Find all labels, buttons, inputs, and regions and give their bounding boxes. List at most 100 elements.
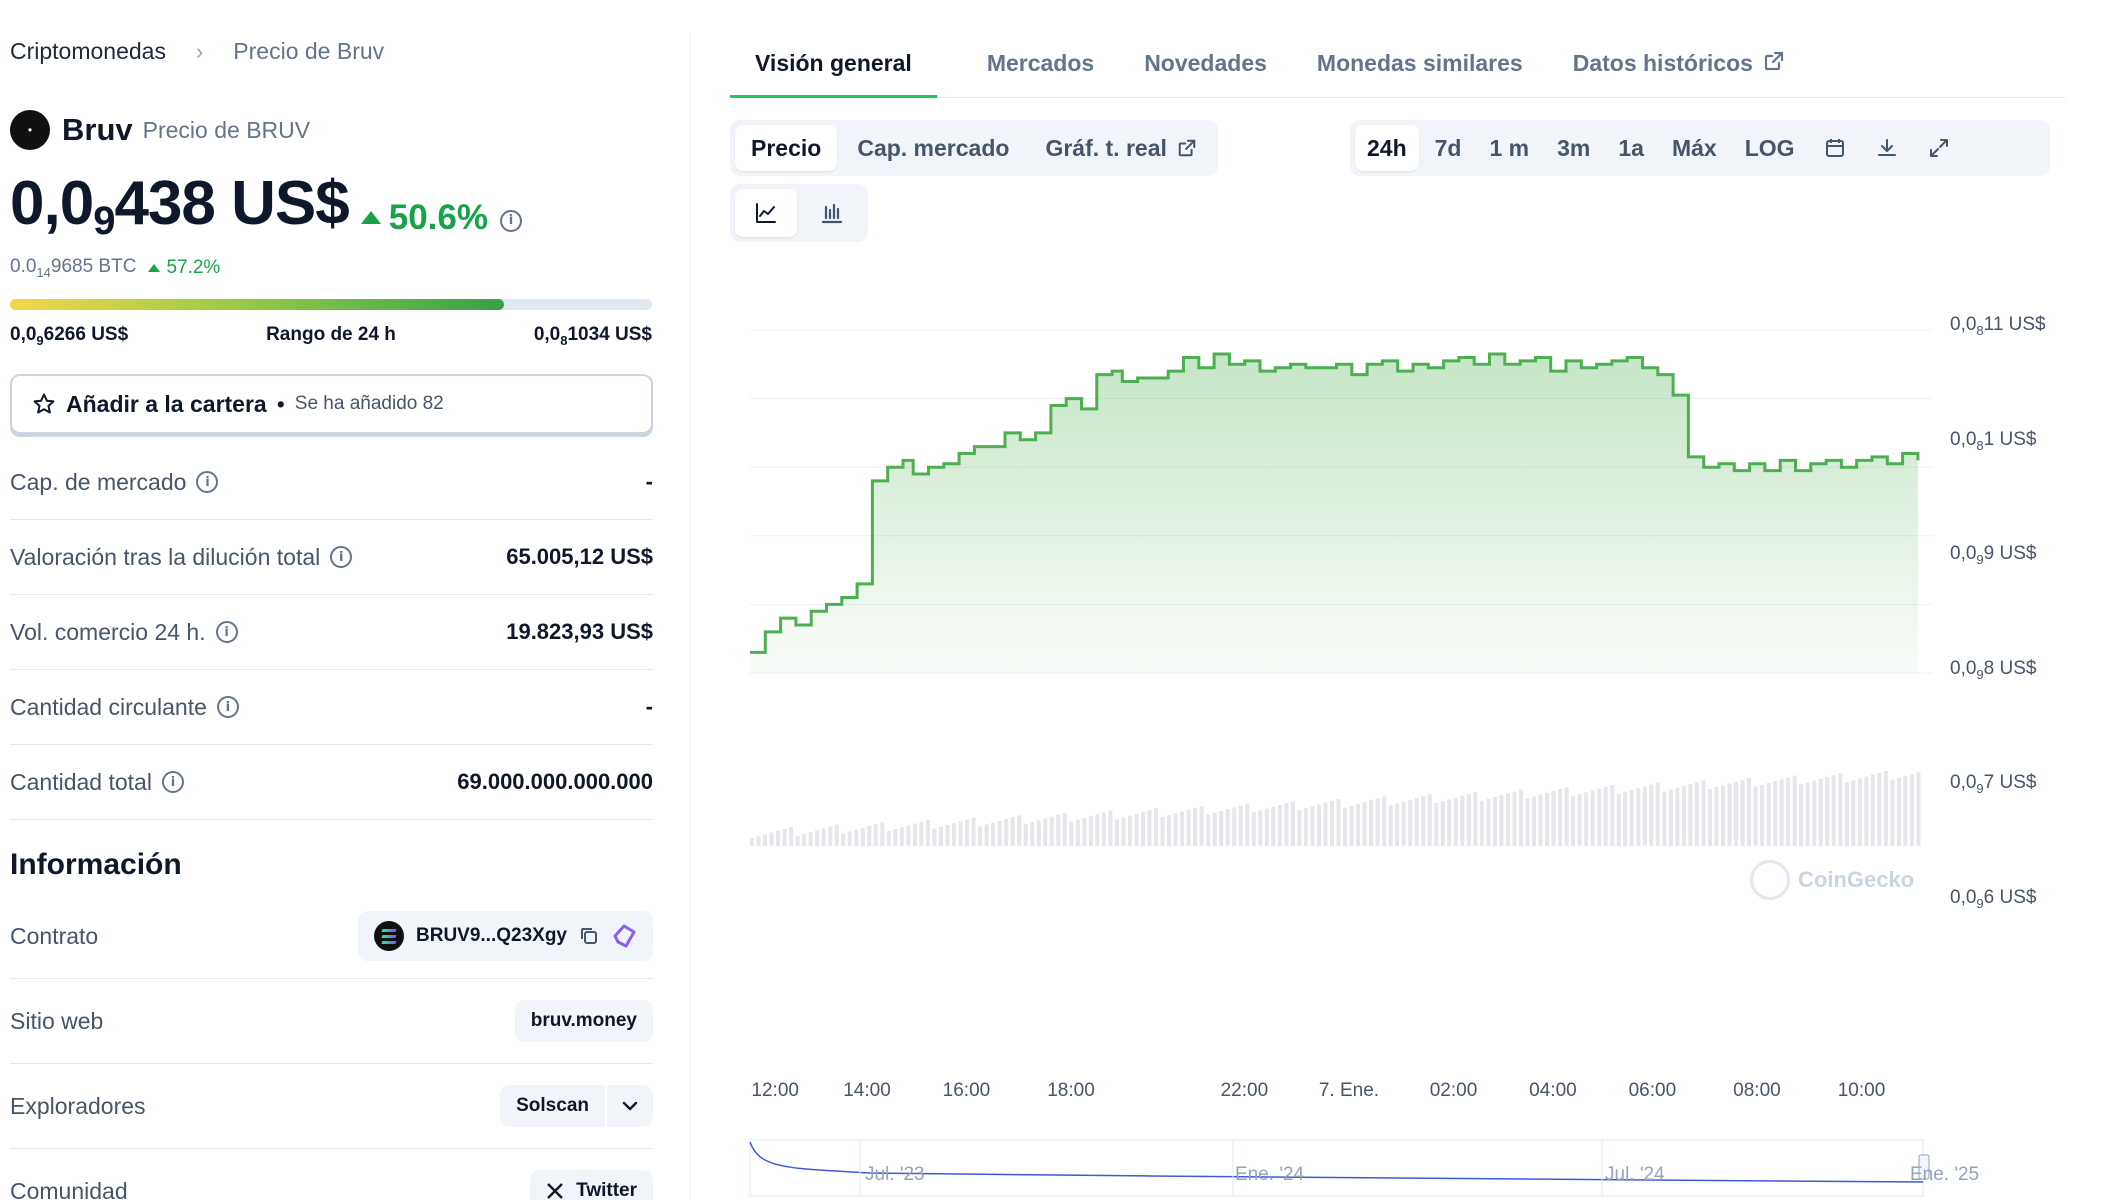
range-24h[interactable]: 24h — [1355, 125, 1419, 171]
volume-bar — [1577, 794, 1582, 846]
triangle-up-icon — [360, 211, 381, 224]
tab-overview[interactable]: Visión general — [730, 50, 937, 98]
navigator-box[interactable] — [749, 1139, 1924, 1197]
volume-bar — [1206, 814, 1211, 846]
volume-bar — [1610, 785, 1615, 846]
range-1y[interactable]: 1a — [1618, 134, 1644, 161]
volume-bar — [1114, 819, 1119, 846]
y-tick-label: 0,099 US$ — [1950, 543, 2037, 567]
candlestick-icon[interactable] — [801, 189, 863, 237]
volume-bar — [1734, 781, 1739, 846]
contract-chip[interactable]: BRUV9...Q23Xgy — [358, 911, 653, 961]
navigator-tick-label: Ene. '25 — [1910, 1164, 1980, 1185]
chevron-down-icon[interactable] — [607, 1085, 653, 1127]
tab-markets[interactable]: Mercados — [986, 50, 1095, 76]
volume-bar — [1030, 822, 1035, 846]
volume-bar — [1277, 805, 1282, 846]
volume-bar — [880, 822, 885, 846]
tab-news[interactable]: Novedades — [1144, 50, 1267, 76]
range-7d[interactable]: 7d — [1434, 134, 1462, 161]
volume-bar — [1479, 800, 1484, 846]
volume-bar — [1088, 816, 1093, 846]
volume-bar — [1323, 802, 1328, 846]
coingecko-watermark: CoinGecko — [1750, 860, 1914, 900]
volume-bar — [1492, 797, 1497, 846]
wallet-icon[interactable] — [611, 923, 637, 949]
volume-bar — [1805, 782, 1810, 846]
website-link[interactable]: bruv.money — [514, 1000, 653, 1042]
x-logo-icon — [547, 1183, 563, 1199]
mode-price[interactable]: Precio — [735, 125, 838, 171]
btc-price-row: 0.0149685 BTC 57.2% — [10, 256, 220, 280]
info-row-website: Sitio web bruv.money — [10, 979, 653, 1064]
expand-icon[interactable] — [1915, 125, 1963, 171]
volume-bar — [1401, 801, 1406, 846]
btc-change: 57.2% — [148, 257, 220, 279]
range-toggle: 24h 7d 1 m 3m 1a Máx LOG — [1350, 120, 2050, 176]
calendar-icon[interactable] — [1811, 125, 1859, 171]
price-chart[interactable]: 0,0811 US$ 0,081 US$ 0,099 US$ 0,098 US$… — [740, 300, 2060, 1200]
info-icon[interactable]: i — [215, 621, 238, 643]
range-1m[interactable]: 1 m — [1489, 134, 1530, 161]
mode-market-cap[interactable]: Cap. mercado — [857, 134, 1010, 161]
volume-bar — [1812, 780, 1817, 846]
volume-bar — [971, 817, 976, 846]
volume-bar — [1883, 771, 1888, 846]
line-chart-icon[interactable] — [735, 189, 797, 237]
volume-bar — [756, 836, 761, 846]
navigator-tick-label: Ene. '24 — [1235, 1164, 1305, 1185]
stat-label: Cantidad circulante — [10, 693, 207, 720]
navigator-handle[interactable] — [1918, 1154, 1930, 1180]
stat-label: Cap. de mercado — [10, 468, 187, 495]
volume-bar — [906, 825, 911, 846]
log-toggle[interactable]: LOG — [1744, 134, 1795, 161]
volume-bar — [1329, 800, 1334, 846]
download-icon[interactable] — [1863, 125, 1911, 171]
range-3m[interactable]: 3m — [1557, 134, 1591, 161]
volume-bar — [984, 824, 989, 846]
info-icon[interactable]: i — [161, 771, 184, 793]
volume-bar — [1707, 789, 1712, 846]
info-icon[interactable]: i — [330, 546, 353, 568]
copy-icon[interactable] — [579, 926, 599, 946]
breadcrumb: Criptomonedas › Precio de Bruv — [10, 38, 384, 65]
volume-bar — [1167, 815, 1172, 846]
volume-bar — [1343, 807, 1348, 846]
breadcrumb-current: Precio de Bruv — [233, 38, 385, 64]
mode-live-chart[interactable]: Gráf. t. real — [1029, 125, 1212, 171]
volume-bar — [1427, 794, 1432, 846]
volume-bar — [1558, 789, 1563, 846]
volume-bar — [1916, 772, 1921, 846]
volume-bar — [1818, 778, 1823, 846]
volume-bar — [997, 820, 1002, 846]
info-icon[interactable]: i — [216, 696, 239, 718]
y-tick-label: 0,096 US$ — [1950, 887, 2037, 911]
volume-bar — [1453, 797, 1458, 846]
volume-bar — [1356, 804, 1361, 846]
volume-bar — [763, 834, 768, 846]
add-to-portfolio-label: Añadir a la cartera — [66, 390, 267, 417]
info-icon[interactable]: i — [499, 209, 522, 232]
add-to-portfolio-button[interactable]: Añadir a la cartera • Se ha añadido 82 — [10, 374, 653, 434]
volume-bar — [1838, 773, 1843, 846]
y-tick-label: 0,097 US$ — [1950, 772, 2037, 796]
tab-historical-data[interactable]: Datos históricos — [1573, 50, 1785, 98]
volume-bar — [945, 825, 950, 846]
volume-bar — [1017, 815, 1022, 846]
volume-bar — [886, 831, 891, 846]
twitter-link[interactable]: Twitter — [530, 1170, 653, 1200]
explorer-link[interactable]: Solscan — [500, 1085, 605, 1127]
volume-bar — [991, 822, 996, 846]
x-tick-label: 14:00 — [843, 1080, 891, 1101]
volume-bar — [1388, 805, 1393, 846]
volume-bar — [1010, 817, 1015, 846]
x-tick-label: 04:00 — [1529, 1080, 1577, 1101]
volume-bar — [1597, 788, 1602, 846]
volume-bar — [1505, 793, 1510, 846]
breadcrumb-root[interactable]: Criptomonedas — [10, 38, 166, 64]
tab-similar-coins[interactable]: Monedas similares — [1316, 50, 1523, 76]
range-max[interactable]: Máx — [1671, 134, 1717, 161]
btc-price: 0.0149685 BTC — [10, 256, 137, 280]
volume-bar — [1460, 795, 1465, 846]
info-icon[interactable]: i — [196, 471, 219, 493]
